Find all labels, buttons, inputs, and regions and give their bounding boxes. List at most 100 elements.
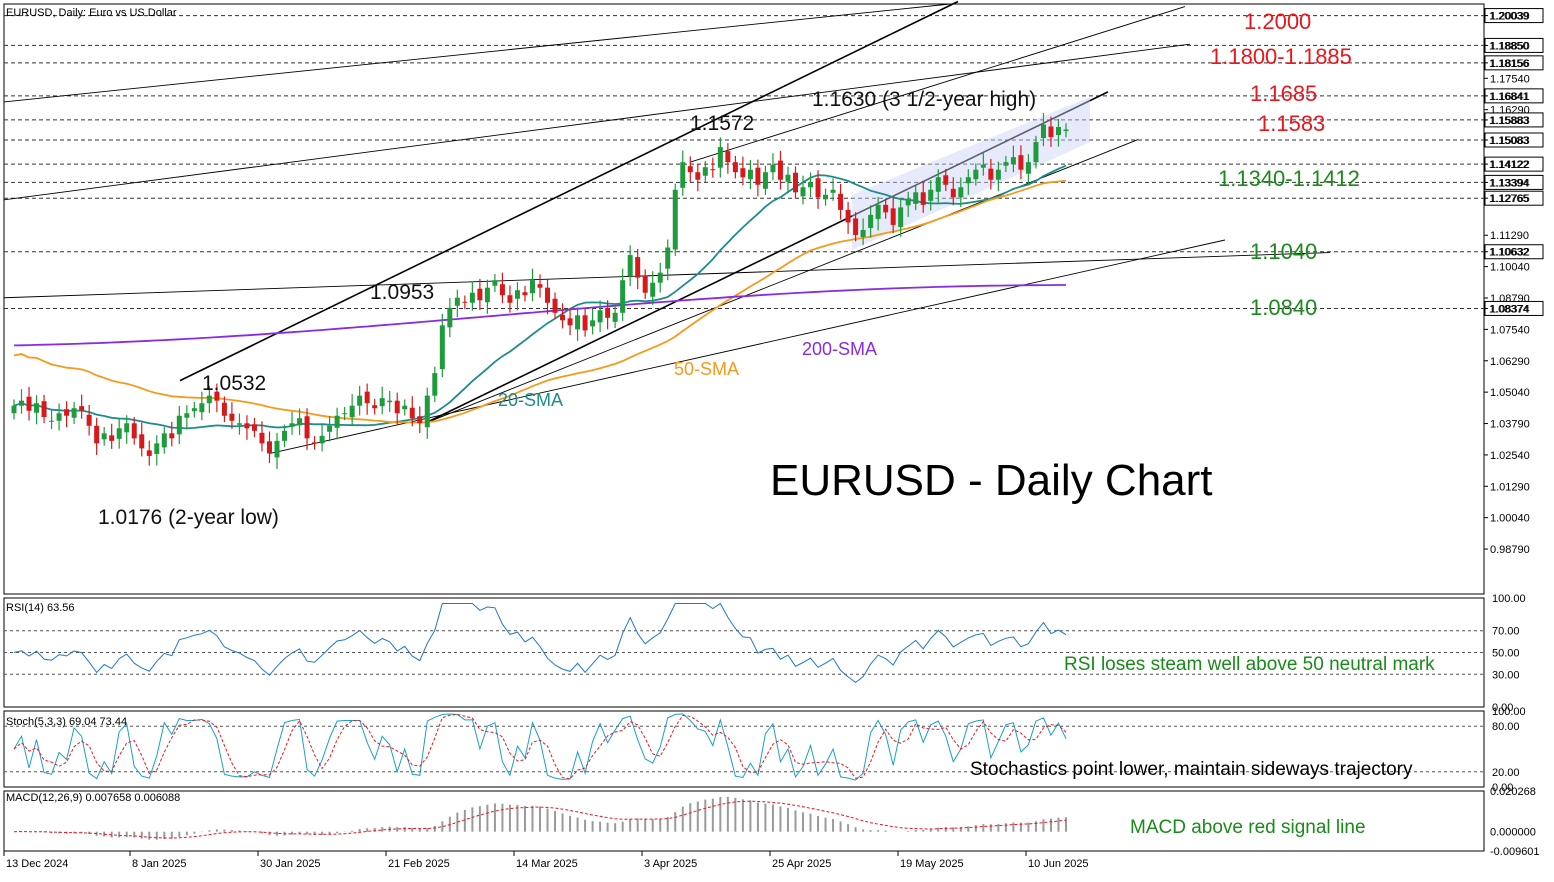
candle-body [454, 297, 460, 306]
candle-body [312, 442, 318, 444]
sma200-label: 200-SMA [802, 339, 877, 359]
price-tick-label: 1.13394 [1490, 177, 1530, 189]
price-tick-label: 1.15883 [1490, 115, 1530, 127]
candle-body [605, 308, 611, 318]
candle-body [492, 280, 498, 286]
candle-body [357, 395, 363, 406]
candle-body [214, 391, 220, 401]
date-tick-label: 21 Feb 2025 [388, 858, 450, 870]
candle-body [1040, 124, 1046, 139]
candle-body [808, 182, 814, 188]
stoch-label: Stoch(5,3,3) 69.04 73.44 [6, 716, 127, 728]
candle-body [484, 287, 490, 303]
candle-body [101, 433, 107, 440]
sma200-line [13, 284, 1066, 347]
level-tag-text: 1.20039 [1489, 11, 1529, 23]
candle-body [447, 307, 453, 328]
date-tick-label: 25 Apr 2025 [772, 858, 831, 870]
candle-body [297, 418, 303, 426]
rsi-axis-label: 30.00 [1492, 669, 1520, 681]
price-tick-label: 1.15083 [1490, 135, 1530, 147]
candle-body [221, 402, 227, 416]
candle-body [319, 435, 325, 444]
candle-body [394, 400, 400, 414]
candle-body [732, 162, 738, 173]
stoch-d-line [13, 713, 1067, 780]
candle-body [920, 192, 926, 205]
candle-body [740, 168, 746, 178]
candle-body [898, 207, 904, 227]
candle-body [379, 398, 385, 407]
candle-body [199, 403, 205, 413]
candle-body [560, 314, 566, 321]
level-label-12000: 1.2000 [1244, 9, 1311, 34]
stoch-note: Stochastics point lower, maintain sidewa… [970, 759, 1413, 780]
candle-body [777, 160, 783, 180]
stoch-axis-label: 100.00 [1492, 706, 1526, 718]
candle-body [875, 204, 881, 219]
candle-body [995, 169, 1001, 180]
price-axis: 1.20039 1.18850 1.18156 1.17540 1.16841 1.162… [1484, 11, 1530, 556]
price-tick-label: 1.03790 [1490, 419, 1530, 431]
candle-body [176, 415, 182, 435]
candle-body [1063, 129, 1069, 132]
candle-body [372, 405, 378, 409]
symbol-label: EURUSD, Daily: Euro vs US Dollar [6, 7, 177, 19]
candle-body [612, 312, 618, 322]
candle-body [34, 403, 40, 413]
sma50-line [13, 179, 1067, 424]
candle-body [26, 396, 32, 411]
candle-body [845, 209, 851, 223]
candle-body [830, 189, 836, 193]
price-tick-label: 1.20039 [1490, 11, 1530, 23]
price-tick-label: 1.07540 [1490, 324, 1530, 336]
candle-body [477, 288, 483, 301]
pattern-highlight [852, 96, 1090, 251]
level-tag-text: 1.18850 [1489, 40, 1529, 52]
candle-body [522, 292, 528, 296]
candle-body [116, 428, 122, 439]
long-resistance-line [3, 43, 1191, 201]
price-tick-label: 1.11290 [1490, 230, 1529, 242]
channel-lower-line [424, 91, 1109, 424]
candle-body [747, 169, 753, 180]
indicator-panes: 100.0070.0050.0030.000.00100.0080.0020.0… [4, 593, 1540, 858]
candle-body [424, 395, 430, 428]
price-tick-label: 0.98790 [1490, 544, 1530, 556]
candle-body [41, 401, 47, 417]
candle-body [259, 432, 265, 444]
candle-body [883, 204, 889, 213]
level-label-11583: 1.1583 [1258, 111, 1325, 136]
price-tick-label: 1.14122 [1490, 159, 1530, 171]
candle-body [282, 430, 288, 441]
level-tag-text: 1.15083 [1489, 135, 1529, 147]
date-tick-label: 14 Mar 2025 [516, 858, 578, 870]
candle-body [710, 169, 716, 171]
candle-body [462, 301, 468, 303]
sma20-line [13, 164, 1067, 430]
date-tick-label: 19 May 2025 [900, 858, 964, 870]
date-tick-label: 8 Jan 2025 [132, 858, 186, 870]
candle-body [672, 189, 678, 250]
candle-body [251, 424, 257, 431]
candle-body [364, 391, 370, 404]
candle-body [154, 443, 160, 454]
candle-body [409, 407, 415, 419]
candle-body [980, 164, 986, 168]
candle-body [49, 420, 55, 422]
rsi-axis-label: 70.00 [1492, 626, 1520, 638]
candle-body [635, 257, 641, 278]
candle-body [124, 423, 130, 433]
candle-body [206, 395, 212, 404]
candle-body [890, 208, 896, 225]
candle-body [905, 199, 911, 206]
candle-body [274, 440, 280, 458]
candle-body [770, 164, 776, 173]
rsi-axis-label: 100.00 [1492, 593, 1526, 605]
price-tick-label: 1.10632 [1490, 247, 1530, 259]
level-label-11340: 1.1340-1.1412 [1218, 166, 1360, 191]
candlesticks [11, 112, 1069, 469]
stoch-axis-label: 80.00 [1492, 721, 1520, 733]
candle-body [950, 188, 956, 198]
